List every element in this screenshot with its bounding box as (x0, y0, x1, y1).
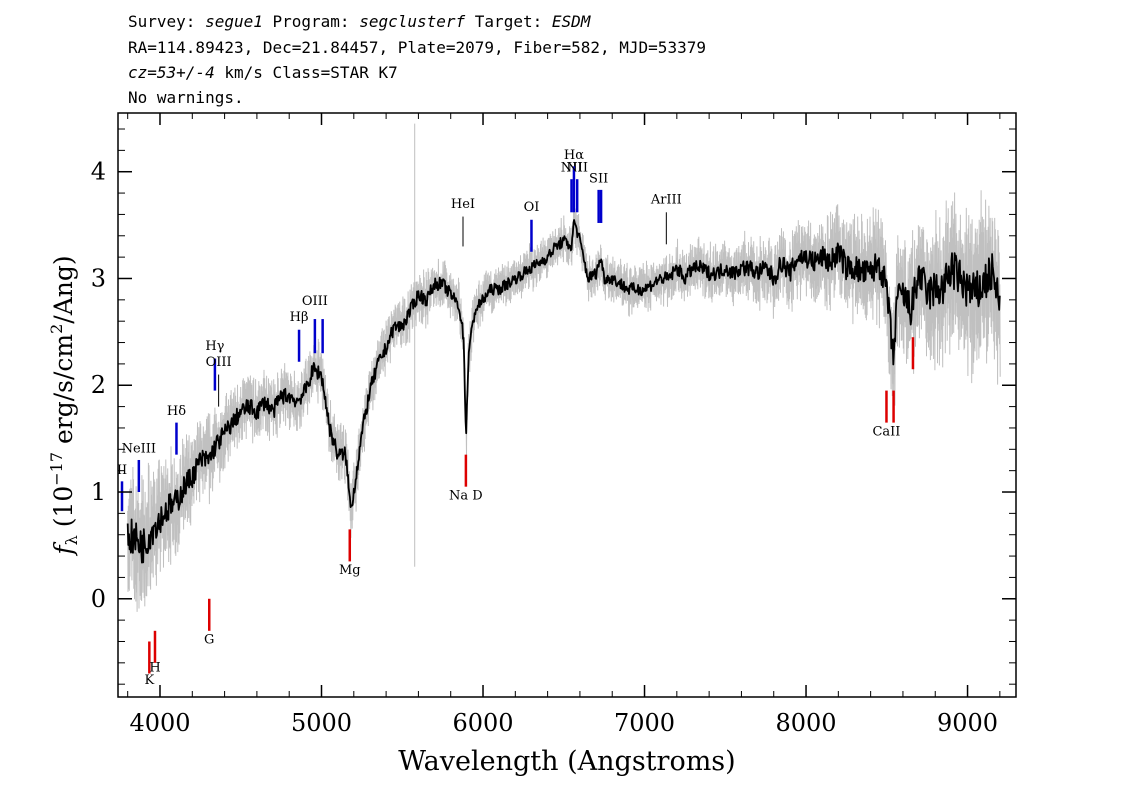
plot-frame (117, 112, 1017, 698)
marker-label-20: Na D (449, 488, 483, 503)
program-label: Program: (262, 12, 360, 31)
y-tick-label-2: 2 (91, 371, 106, 399)
survey-label: Survey: (128, 12, 206, 31)
marker-label-3: Hγ (205, 339, 224, 354)
y-tick-label-4: 4 (91, 158, 106, 186)
y-tick-label-0: 0 (91, 585, 106, 613)
marker-label-16: K (144, 673, 154, 688)
class-text: km/s Class=STAR K7 (214, 63, 398, 82)
marker-label-10: NII (561, 161, 583, 176)
y-tick-label-1: 1 (91, 478, 106, 506)
x-tick-label-1: 5000 (291, 709, 352, 737)
target-label: Target: (465, 12, 552, 31)
y-label-main: (10 (49, 486, 78, 536)
y-label-units: erg/s/cm (49, 334, 78, 452)
marker-label-12: NII (566, 161, 588, 176)
y-label-lambda: λ (62, 535, 81, 545)
program-value: segclusterf (359, 12, 466, 31)
marker-label-11: Hα (564, 148, 584, 163)
y-label-f: f (49, 542, 78, 557)
header-line-1: Survey: segue1 Program: segclusterf Targ… (128, 12, 590, 31)
marker-label-17: H (149, 660, 160, 675)
marker-label-13: SII (589, 171, 608, 186)
y-label-ang: /Ang) (49, 255, 78, 323)
marker-label-5: Hβ (290, 310, 309, 325)
y-label-sq: 2 (47, 324, 66, 334)
x-tick-label-0: 4000 (129, 709, 190, 737)
survey-value: segue1 (205, 12, 263, 31)
x-tick-label-2: 6000 (452, 709, 513, 737)
flux-series-line (126, 219, 1001, 564)
header-line-3: cz=53+/-4 km/s Class=STAR K7 (128, 63, 398, 82)
marker-label-21: CaII (872, 424, 900, 439)
flux-layer (126, 219, 1001, 564)
marker-label-2: Hδ (167, 404, 186, 419)
tick-layer: 4000 5000 6000 7000 8000 9000 0 1 2 3 4 (91, 113, 1016, 737)
x-tick-label-4: 8000 (775, 709, 836, 737)
target-value: ESDM (551, 12, 591, 31)
header-line-2: RA=114.89423, Dec=21.84457, Plate=2079, … (128, 38, 706, 57)
y-tick-label-3: 3 (91, 264, 106, 292)
header-line-4: No warnings. (128, 88, 244, 107)
marker-label-15: ArIII (650, 193, 682, 208)
x-axis-label: Wavelength (Angstroms) (398, 746, 735, 777)
x-tick-label-5: 9000 (937, 709, 998, 737)
marker-label-19: Mg (339, 563, 361, 578)
x-tick-label-3: 7000 (614, 709, 675, 737)
marker-label-6: OIII (302, 294, 328, 309)
error-trace (127, 190, 1001, 612)
marker-label-1: NeIII (122, 442, 156, 457)
cz-value: cz=53+/-4 (128, 63, 215, 82)
y-label-exp: −17 (47, 452, 66, 486)
error-band (127, 190, 1001, 612)
marker-label-4: OIII (206, 355, 232, 370)
marker-label-18: G (204, 633, 214, 648)
marker-label-9: OI (524, 200, 540, 215)
y-axis-label: fλ (10−17 erg/s/cm2/Ang) (47, 255, 81, 556)
marker-label-8: HeI (451, 197, 475, 212)
